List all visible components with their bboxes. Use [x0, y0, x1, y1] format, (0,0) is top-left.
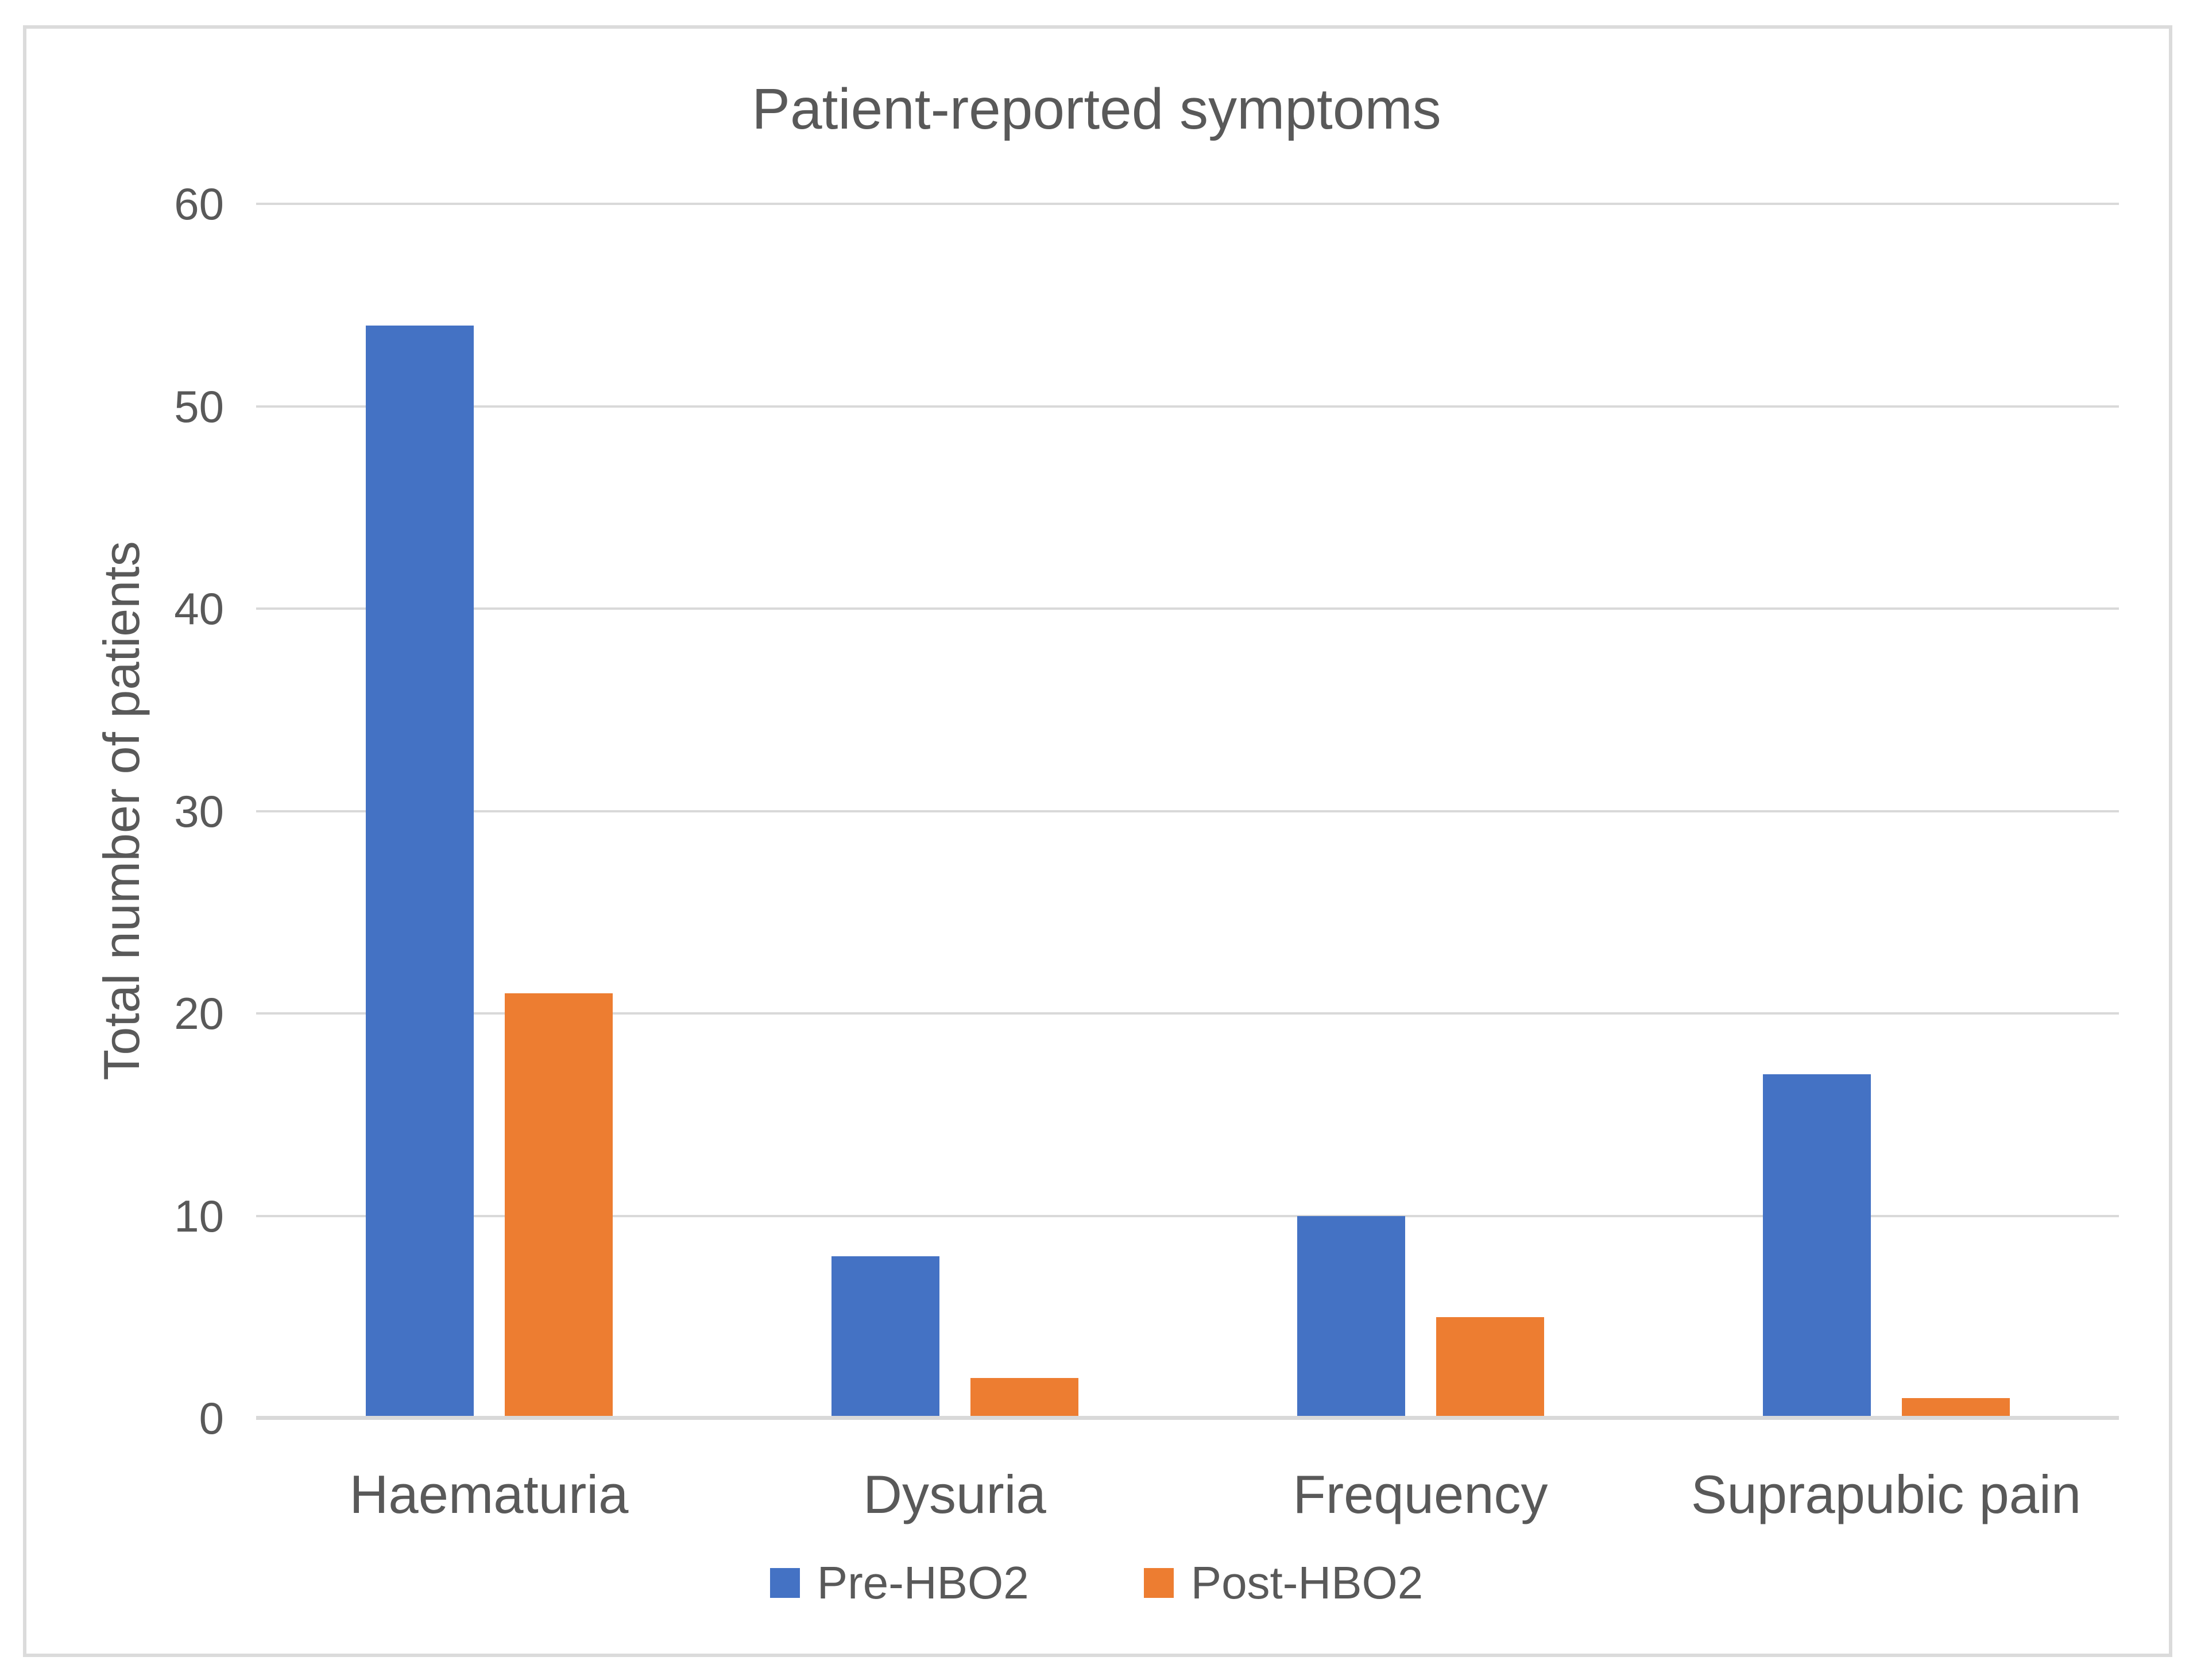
bar-group-haematuria	[256, 204, 722, 1418]
bar-post-hbo2-suprapubic-pain	[1901, 1398, 2010, 1418]
y-tick-label: 10	[174, 1190, 224, 1241]
bar-post-hbo2-haematuria	[504, 993, 613, 1418]
x-axis-label: Dysuria	[863, 1464, 1046, 1524]
gridline	[256, 203, 2119, 205]
legend-label: Post-HBO2	[1190, 1557, 1424, 1608]
y-tick-label: 0	[199, 1393, 224, 1443]
bar-post-hbo2-frequency	[1436, 1317, 1544, 1418]
y-axis-ticks: 0 10 20 30 40 50 60	[0, 181, 224, 1441]
bar-groups	[256, 204, 2119, 1418]
bar-pre-hbo2-dysuria	[831, 1256, 939, 1418]
x-axis-label: Haematuria	[349, 1464, 629, 1524]
chart-title: Patient-reported symptoms	[752, 77, 1441, 141]
gridline	[256, 810, 2119, 812]
gridline	[256, 1012, 2119, 1015]
y-tick-label: 50	[174, 381, 224, 432]
y-tick-label: 40	[174, 583, 224, 634]
bar-pre-hbo2-frequency	[1297, 1216, 1405, 1418]
legend-swatch-icon	[769, 1568, 800, 1598]
bar-pre-hbo2-haematuria	[365, 325, 474, 1418]
gridline	[256, 1214, 2119, 1217]
x-axis-line	[256, 1416, 2119, 1420]
y-tick-label: 30	[174, 785, 224, 837]
gridline	[256, 405, 2119, 408]
x-axis-label: Frequency	[1293, 1464, 1548, 1524]
x-axis-label: Suprapubic pain	[1691, 1464, 2082, 1524]
legend-swatch-icon	[1143, 1568, 1174, 1598]
bar-group-dysuria	[722, 204, 1188, 1418]
y-tick-label: 60	[174, 179, 224, 229]
x-axis-labels: Haematuria Dysuria Frequency Suprapubic pai…	[256, 1451, 2119, 1538]
chart-border	[23, 25, 2172, 1657]
legend: Pre-HBO2 Post-HBO2	[0, 1551, 2193, 1615]
bar-post-hbo2-dysuria	[970, 1377, 1078, 1418]
bar-group-frequency	[1188, 204, 1653, 1418]
legend-item-post-hbo2: Post-HBO2	[1143, 1551, 1424, 1615]
bar-group-suprapubic-pain	[1653, 204, 2119, 1418]
legend-label: Pre-HBO2	[817, 1557, 1029, 1608]
plot-area	[256, 203, 2119, 1420]
gridline	[256, 607, 2119, 610]
legend-item-pre-hbo2: Pre-HBO2	[769, 1551, 1029, 1615]
y-tick-label: 20	[174, 988, 224, 1039]
bar-pre-hbo2-suprapubic-pain	[1762, 1074, 1871, 1418]
